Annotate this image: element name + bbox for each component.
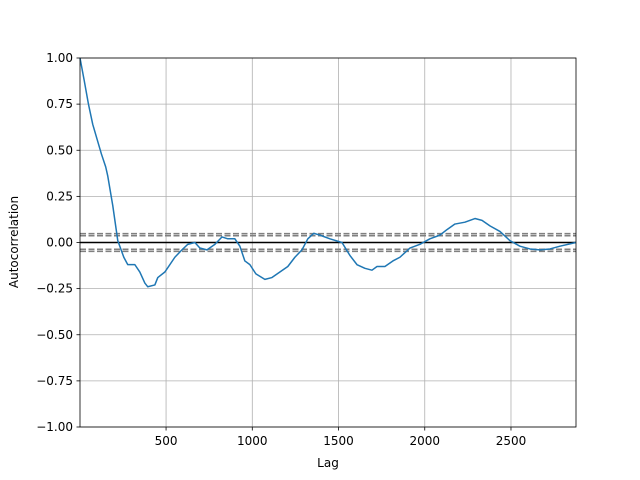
y-tick-label: 1.00 bbox=[46, 51, 73, 65]
y-tick-label: −0.25 bbox=[36, 282, 73, 296]
y-axis-label: Autocorrelation bbox=[7, 196, 21, 288]
x-tick-label: 500 bbox=[155, 434, 178, 448]
y-tick-label: 0.25 bbox=[46, 189, 73, 203]
y-tick-label: −0.50 bbox=[36, 328, 73, 342]
y-tick-label: −0.75 bbox=[36, 374, 73, 388]
x-tick-label: 1500 bbox=[323, 434, 354, 448]
plot-frame bbox=[79, 57, 577, 428]
line-series bbox=[79, 57, 577, 288]
x-tick-label: 2500 bbox=[496, 434, 527, 448]
y-tick-label: 0.50 bbox=[46, 143, 73, 157]
x-tick-label: 1000 bbox=[237, 434, 268, 448]
y-tick-label: 0.00 bbox=[46, 236, 73, 250]
y-tick-label: −1.00 bbox=[36, 420, 73, 434]
x-tick-label: 2000 bbox=[409, 434, 440, 448]
y-tick-label: 0.75 bbox=[46, 97, 73, 111]
x-axis-label: Lag bbox=[317, 456, 339, 470]
